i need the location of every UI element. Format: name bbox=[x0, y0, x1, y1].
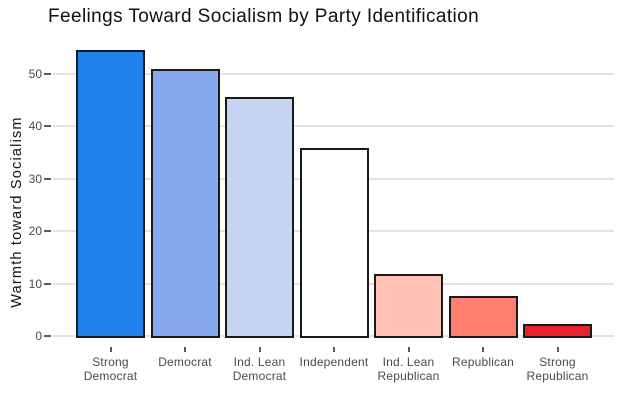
x-tick-label-line: Republican bbox=[526, 369, 589, 383]
x-tick-label-ind-lean-democrat: Ind. Lean Democrat bbox=[212, 355, 308, 383]
x-tick-mark-ind-lean-republican bbox=[407, 347, 410, 352]
x-tick-label-line: Democrat bbox=[232, 369, 287, 383]
y-tick-label: 40 bbox=[28, 119, 42, 134]
x-tick-label-line: Republican bbox=[451, 355, 515, 369]
x-tick-label-line: Ind. Lean bbox=[382, 355, 435, 369]
x-tick-label-line: Republican bbox=[377, 369, 440, 383]
chart-title: Feelings Toward Socialism by Party Ident… bbox=[48, 6, 480, 27]
x-tick-label-line: Strong bbox=[539, 355, 576, 369]
x-tick-label-ind-lean-republican: Ind. Lean Republican bbox=[361, 355, 457, 383]
x-tick-label-line: Democrat bbox=[158, 355, 212, 369]
x-tick-mark-strong-republican bbox=[556, 347, 559, 352]
bar-republican bbox=[448, 296, 518, 338]
bar-strong-democrat bbox=[76, 49, 145, 338]
y-tick-label: 30 bbox=[28, 171, 42, 186]
y-tick-mark-50 bbox=[44, 73, 51, 75]
y-tick-mark-20 bbox=[44, 230, 51, 233]
bar-independent bbox=[299, 147, 369, 338]
x-tick-label-strong-democrat: Strong Democrat bbox=[63, 355, 159, 383]
bar-democrat bbox=[150, 68, 220, 338]
x-tick-label-line: Democrat bbox=[83, 369, 138, 383]
x-tick-mark-independent bbox=[333, 347, 335, 352]
y-tick-mark-10 bbox=[44, 282, 51, 285]
x-tick-label-line: Independent bbox=[299, 355, 369, 369]
x-tick-mark-republican bbox=[482, 347, 484, 352]
y-tick-mark-30 bbox=[44, 177, 51, 180]
x-tick-mark-ind-lean-democrat bbox=[258, 347, 261, 352]
x-tick-label-strong-republican: Strong Republican bbox=[510, 355, 606, 383]
bar-strong-republican bbox=[523, 324, 592, 338]
y-tick-label: 50 bbox=[28, 67, 42, 81]
y-tick-mark-0 bbox=[44, 335, 51, 337]
y-tick-mark-40 bbox=[44, 125, 51, 128]
gridline-y-50 bbox=[53, 73, 614, 75]
bar-ind-lean-republican bbox=[374, 273, 443, 338]
x-tick-label-republican: Republican bbox=[435, 355, 531, 369]
x-tick-label-line: Strong bbox=[92, 355, 129, 369]
y-tick-label: 20 bbox=[28, 224, 42, 239]
x-tick-mark-strong-democrat bbox=[109, 347, 112, 352]
gridline-y-40 bbox=[53, 125, 614, 128]
y-tick-label: 0 bbox=[35, 329, 42, 343]
x-tick-label-independent: Independent bbox=[286, 355, 382, 369]
x-tick-mark-democrat bbox=[184, 347, 186, 352]
bar-ind-lean-democrat bbox=[225, 97, 294, 338]
x-tick-label-democrat: Democrat bbox=[137, 355, 233, 369]
x-tick-label-line: Ind. Lean bbox=[233, 355, 286, 369]
y-tick-label: 10 bbox=[28, 276, 42, 291]
